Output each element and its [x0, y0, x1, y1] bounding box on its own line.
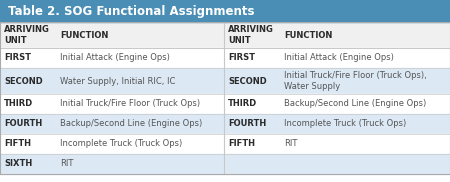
Text: ARRIVING
UNIT: ARRIVING UNIT — [228, 25, 274, 45]
Text: FIRST: FIRST — [228, 54, 255, 62]
Bar — [0, 134, 450, 154]
Text: Incomplete Truck (Truck Ops): Incomplete Truck (Truck Ops) — [284, 120, 406, 128]
Text: SIXTH: SIXTH — [4, 159, 32, 169]
Text: FUNCTION: FUNCTION — [60, 31, 108, 39]
Bar — [0, 0, 450, 22]
Text: Backup/Second Line (Engine Ops): Backup/Second Line (Engine Ops) — [60, 120, 202, 128]
Bar — [0, 48, 450, 68]
Text: ARRIVING
UNIT: ARRIVING UNIT — [4, 25, 50, 45]
Text: FUNCTION: FUNCTION — [284, 31, 333, 39]
Text: FOURTH: FOURTH — [228, 120, 266, 128]
Bar — [0, 114, 450, 134]
Text: RIT: RIT — [284, 139, 297, 149]
Text: RIT: RIT — [60, 159, 73, 169]
Text: Table 2. SOG Functional Assignments: Table 2. SOG Functional Assignments — [8, 5, 255, 17]
Text: Incomplete Truck (Truck Ops): Incomplete Truck (Truck Ops) — [60, 139, 182, 149]
Text: FIFTH: FIFTH — [4, 139, 31, 149]
Bar — [0, 22, 450, 48]
Text: THIRD: THIRD — [4, 100, 33, 108]
Text: FOURTH: FOURTH — [4, 120, 42, 128]
Bar — [0, 68, 450, 94]
Bar — [0, 154, 450, 174]
Bar — [0, 94, 450, 114]
Text: Initial Attack (Engine Ops): Initial Attack (Engine Ops) — [284, 54, 394, 62]
Text: Initial Attack (Engine Ops): Initial Attack (Engine Ops) — [60, 54, 170, 62]
Text: SECOND: SECOND — [4, 76, 43, 86]
Text: Water Supply, Initial RIC, IC: Water Supply, Initial RIC, IC — [60, 76, 176, 86]
Text: FIFTH: FIFTH — [228, 139, 255, 149]
Text: FIRST: FIRST — [4, 54, 31, 62]
Text: Backup/Second Line (Engine Ops): Backup/Second Line (Engine Ops) — [284, 100, 426, 108]
Text: Initial Truck/Fire Floor (Truck Ops),
Water Supply: Initial Truck/Fire Floor (Truck Ops), Wa… — [284, 71, 427, 91]
Text: Initial Truck/Fire Floor (Truck Ops): Initial Truck/Fire Floor (Truck Ops) — [60, 100, 200, 108]
Text: SECOND: SECOND — [228, 76, 267, 86]
Text: THIRD: THIRD — [228, 100, 257, 108]
